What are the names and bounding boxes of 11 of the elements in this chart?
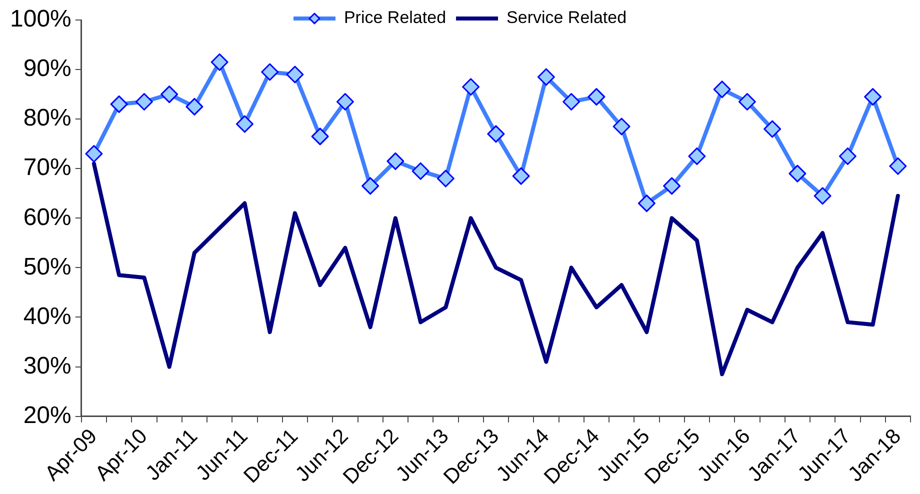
y-tick-label: 40% bbox=[23, 302, 72, 330]
legend-label: Price Related bbox=[344, 8, 446, 28]
y-tick-label: 60% bbox=[23, 204, 72, 231]
legend-label: Service Related bbox=[506, 8, 627, 28]
y-tick-label: 20% bbox=[23, 402, 72, 429]
y-tick-label: 50% bbox=[23, 253, 72, 280]
y-tick-label: 70% bbox=[23, 154, 72, 182]
y-tick-label: 90% bbox=[23, 55, 72, 82]
y-tick-label: 30% bbox=[23, 352, 72, 380]
y-tick-label: 80% bbox=[23, 104, 72, 132]
y-tick-label: 100% bbox=[10, 6, 72, 33]
